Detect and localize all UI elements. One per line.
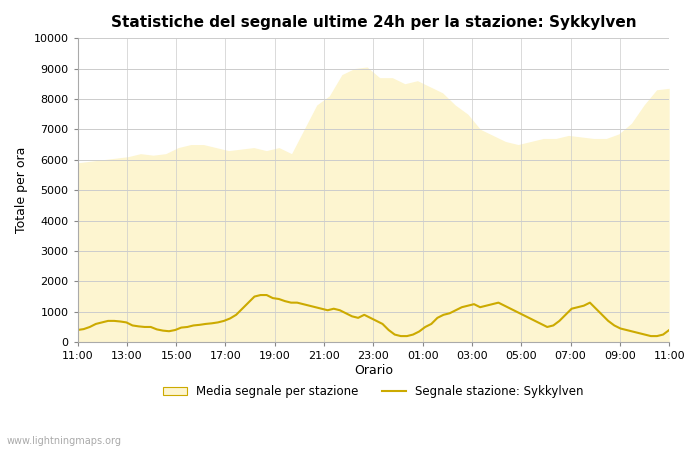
Title: Statistiche del segnale ultime 24h per la stazione: Sykkylven: Statistiche del segnale ultime 24h per l… (111, 15, 636, 30)
Text: www.lightningmaps.org: www.lightningmaps.org (7, 436, 122, 446)
X-axis label: Orario: Orario (354, 364, 393, 377)
Y-axis label: Totale per ora: Totale per ora (15, 147, 28, 234)
Legend: Media segnale per stazione, Segnale stazione: Sykkylven: Media segnale per stazione, Segnale staz… (158, 381, 589, 403)
